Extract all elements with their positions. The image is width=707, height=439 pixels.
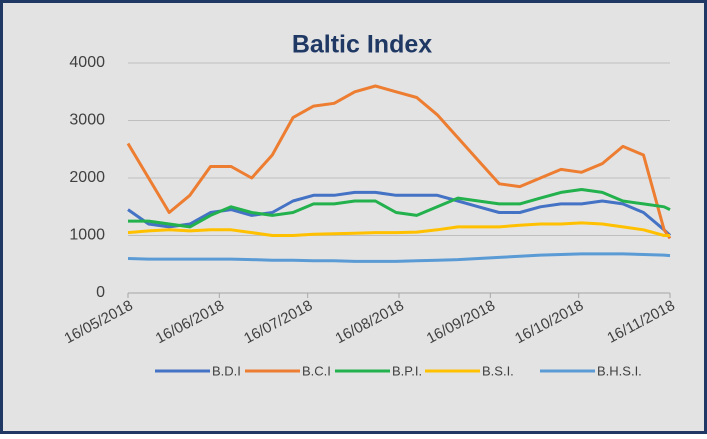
- legend-label: B.P.I.: [392, 363, 422, 378]
- y-tick-label: 3000: [69, 112, 105, 129]
- series-line: [127, 221, 670, 237]
- legend-label: B.D.I: [212, 363, 241, 378]
- y-tick-label: 4000: [69, 54, 105, 71]
- series-line: [127, 252, 671, 263]
- series-line: [126, 84, 672, 240]
- y-tick-label: 1000: [69, 227, 105, 244]
- chart-title: Baltic Index: [292, 31, 432, 59]
- series-line: [128, 188, 671, 229]
- legend-label: B.C.I: [302, 363, 331, 378]
- legend-label: B.S.I.: [482, 363, 514, 378]
- legend-label: B.H.S.I.: [597, 363, 642, 378]
- y-tick-label: 2000: [69, 169, 105, 186]
- y-tick-label: 0: [96, 284, 105, 301]
